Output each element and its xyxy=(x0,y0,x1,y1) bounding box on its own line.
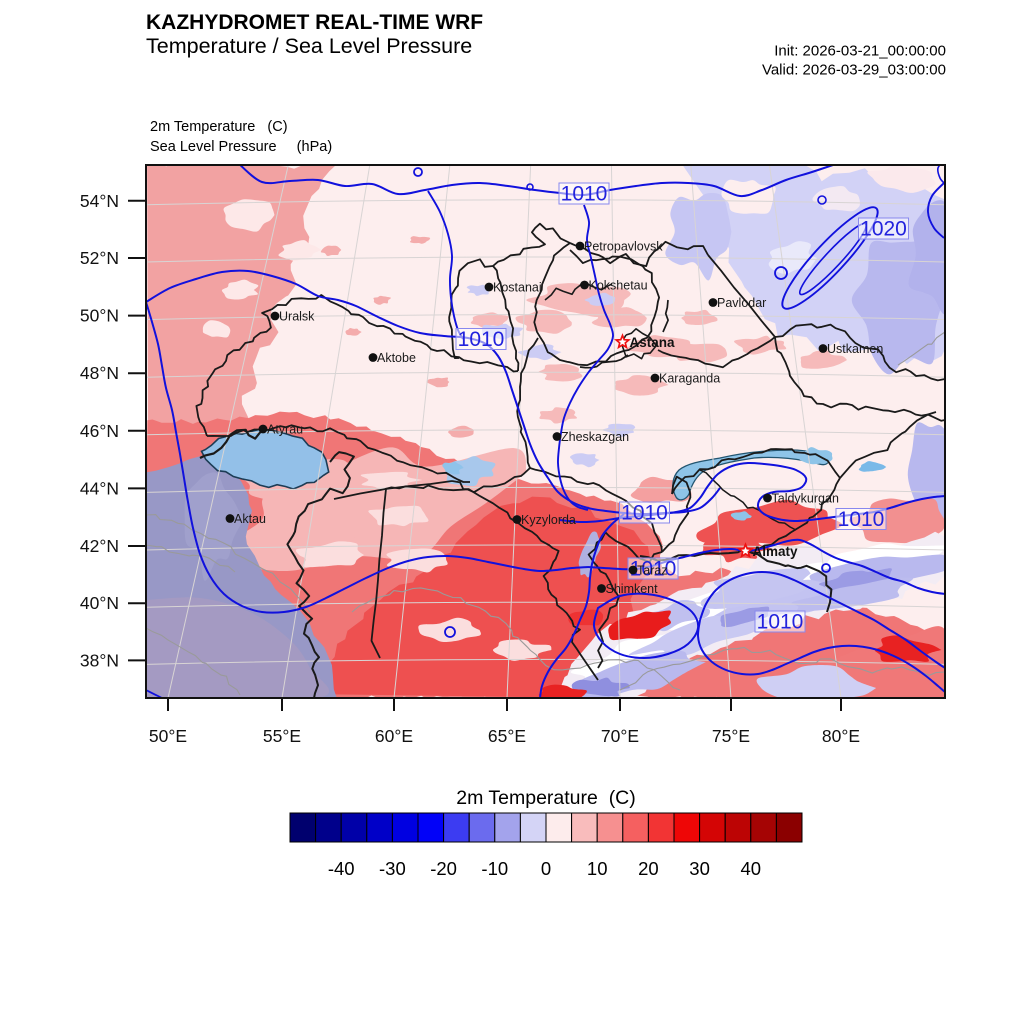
svg-text:30: 30 xyxy=(689,858,710,879)
svg-text:1010: 1010 xyxy=(630,558,677,581)
svg-text:Valid: 2026-03-29_03:00:00: Valid: 2026-03-29_03:00:00 xyxy=(762,62,946,79)
svg-text:10: 10 xyxy=(587,858,608,879)
svg-text:-20: -20 xyxy=(430,858,457,879)
svg-text:Petropavlovsk: Petropavlovsk xyxy=(584,240,663,254)
svg-text:50°E: 50°E xyxy=(149,726,187,746)
svg-text:52°N: 52°N xyxy=(80,248,119,268)
svg-text:Karaganda: Karaganda xyxy=(659,372,720,386)
svg-text:1010: 1010 xyxy=(757,611,804,634)
svg-text:Ustkamen: Ustkamen xyxy=(827,342,883,356)
svg-text:40°N: 40°N xyxy=(80,593,119,613)
svg-text:Astana: Astana xyxy=(630,335,676,350)
svg-text:20: 20 xyxy=(638,858,659,879)
svg-text:-30: -30 xyxy=(379,858,406,879)
svg-text:70°E: 70°E xyxy=(601,726,639,746)
svg-text:Kokshetau: Kokshetau xyxy=(589,279,648,293)
svg-text:60°E: 60°E xyxy=(375,726,413,746)
svg-text:Kostanai: Kostanai xyxy=(493,281,542,295)
svg-text:Pavlodar: Pavlodar xyxy=(717,296,766,310)
svg-text:Taraz: Taraz xyxy=(637,564,668,578)
svg-text:KAZHYDROMET REAL-TIME WRF: KAZHYDROMET REAL-TIME WRF xyxy=(146,11,483,34)
svg-text:1010: 1010 xyxy=(561,183,608,206)
svg-text:Kyzylorda: Kyzylorda xyxy=(521,513,576,527)
svg-text:50°N: 50°N xyxy=(80,306,119,326)
svg-text:75°E: 75°E xyxy=(712,726,750,746)
svg-text:Shimkent: Shimkent xyxy=(606,582,659,596)
svg-text:2m Temperature (C): 2m Temperature (C) xyxy=(150,119,288,135)
svg-text:Temperature / Sea Level Pressu: Temperature / Sea Level Pressure xyxy=(146,34,472,58)
svg-text:Almaty: Almaty xyxy=(753,544,799,559)
svg-text:48°N: 48°N xyxy=(80,363,119,383)
svg-text:54°N: 54°N xyxy=(80,191,119,211)
svg-text:80°E: 80°E xyxy=(822,726,860,746)
svg-text:38°N: 38°N xyxy=(80,650,119,670)
svg-text:0: 0 xyxy=(541,858,551,879)
svg-text:2m Temperature (C): 2m Temperature (C) xyxy=(456,787,636,809)
svg-text:40: 40 xyxy=(741,858,762,879)
svg-text:-40: -40 xyxy=(328,858,355,879)
svg-text:Aktau: Aktau xyxy=(234,512,266,526)
svg-text:1010: 1010 xyxy=(458,328,505,351)
svg-text:Init: 2026-03-21_00:00:00: Init: 2026-03-21_00:00:00 xyxy=(774,43,946,60)
svg-text:46°N: 46°N xyxy=(80,421,119,441)
svg-text:-10: -10 xyxy=(481,858,508,879)
svg-text:Uralsk: Uralsk xyxy=(279,310,315,324)
svg-text:65°E: 65°E xyxy=(488,726,526,746)
svg-text:42°N: 42°N xyxy=(80,536,119,556)
svg-text:1010: 1010 xyxy=(621,502,668,525)
svg-text:Zheskazgan: Zheskazgan xyxy=(561,430,629,444)
svg-text:Taldykurgan: Taldykurgan xyxy=(772,492,839,506)
svg-text:55°E: 55°E xyxy=(263,726,301,746)
svg-text:44°N: 44°N xyxy=(80,478,119,498)
svg-text:1020: 1020 xyxy=(860,218,907,241)
svg-text:1010: 1010 xyxy=(838,508,885,531)
svg-text:Atyrau: Atyrau xyxy=(267,423,303,437)
svg-text:Sea Level Pressure (hPa): Sea Level Pressure (hPa) xyxy=(150,139,332,155)
svg-text:Aktobe: Aktobe xyxy=(377,351,416,365)
